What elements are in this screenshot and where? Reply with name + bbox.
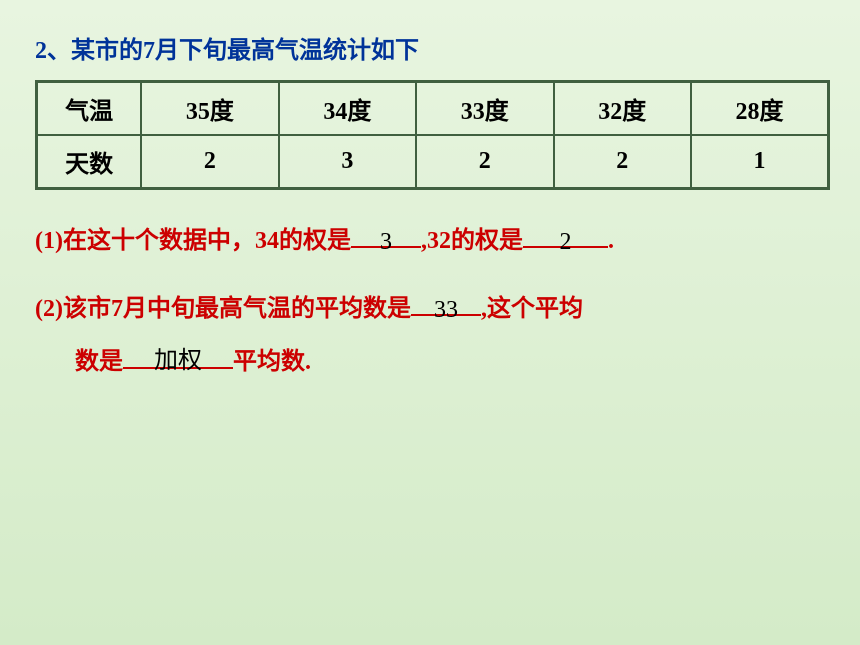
answer-2: 2 [559,216,571,269]
q1-suffix: . [608,228,614,254]
table-cell: 3 [279,135,416,189]
table-cell: 35度 [141,82,278,136]
table-cell: 28度 [691,82,829,136]
table-cell: 1 [691,135,829,189]
table-cell: 2 [141,135,278,189]
table-cell: 2 [554,135,691,189]
q1-prefix: (1)在这十个数据中，34的权是 [35,228,351,254]
answer-3: 33 [434,284,458,337]
problem-title: 2、某市的7月下旬最高气温统计如下 [35,30,825,65]
q2-line1-suffix: ,这个平均 [481,296,583,322]
q1-mid: ,32的权是 [421,228,523,254]
blank-4: 加权 [123,341,233,369]
q2-line2-prefix: 数是 [35,349,123,375]
q2-line2-suffix: 平均数. [233,349,311,375]
answer-4: 加权 [154,335,202,388]
row-header: 气温 [37,82,142,136]
table-cell: 32度 [554,82,691,136]
row-header: 天数 [37,135,142,189]
blank-1: 3 [351,220,421,248]
question-2: (2)该市7月中旬最高气温的平均数是33,这个平均 数是加权平均数. [35,283,825,389]
temperature-table: 气温 35度 34度 33度 32度 28度 天数 2 3 2 2 1 [35,80,830,190]
blank-3: 33 [411,288,481,316]
blank-2: 2 [523,220,608,248]
table-row: 天数 2 3 2 2 1 [37,135,829,189]
table-cell: 34度 [279,82,416,136]
table-cell: 2 [416,135,553,189]
answer-1: 3 [380,216,392,269]
q2-line1-prefix: (2)该市7月中旬最高气温的平均数是 [35,296,411,322]
table-row: 气温 35度 34度 33度 32度 28度 [37,82,829,136]
question-1: (1)在这十个数据中，34的权是3,32的权是2. [35,215,825,268]
table-cell: 33度 [416,82,553,136]
